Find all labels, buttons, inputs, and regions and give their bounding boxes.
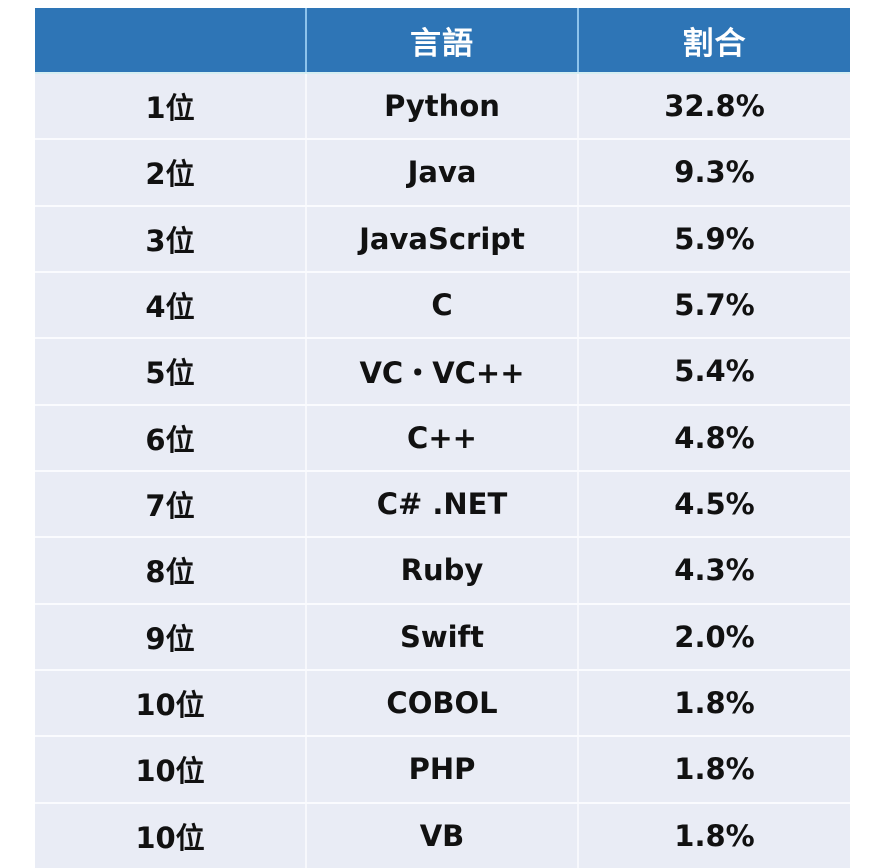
table-row: 8位 Ruby 4.3% <box>35 537 850 605</box>
table-row: 7位 C# .NET 4.5% <box>35 470 850 539</box>
rank-cell: 2位 <box>35 139 307 207</box>
table-row: 6位 C++ 4.8% <box>35 404 850 472</box>
language-ranking-table: 言語 割合 1位 Python 32.8% 2位 Java 9.3% 3位 Ja… <box>35 8 850 868</box>
rank-cell: 10位 <box>35 736 307 804</box>
share-cell: 1.8% <box>578 736 850 804</box>
language-cell: Java <box>306 139 579 207</box>
share-cell: 1.8% <box>578 669 850 738</box>
rank-cell: 10位 <box>35 802 307 868</box>
language-cell: JavaScript <box>306 205 579 273</box>
rank-cell: 10位 <box>35 669 307 738</box>
language-cell: Swift <box>306 603 579 671</box>
language-cell: VC・VC++ <box>306 338 579 406</box>
language-cell: Ruby <box>306 537 579 605</box>
header-rank <box>35 8 307 74</box>
language-cell: VB <box>306 802 579 868</box>
rank-cell: 5位 <box>35 338 307 406</box>
table-row: 5位 VC・VC++ 5.4% <box>35 338 850 406</box>
language-cell: C++ <box>306 404 579 472</box>
table-row: 3位 JavaScript 5.9% <box>35 205 850 273</box>
language-cell: Python <box>306 73 579 141</box>
rank-cell: 8位 <box>35 537 307 605</box>
header-language: 言語 <box>306 8 579 74</box>
share-cell: 5.9% <box>578 205 850 273</box>
table-header: 言語 割合 <box>35 8 850 74</box>
table-row: 10位 PHP 1.8% <box>35 736 850 804</box>
language-cell: C# .NET <box>306 470 579 539</box>
share-cell: 2.0% <box>578 603 850 671</box>
table-row: 2位 Java 9.3% <box>35 139 850 207</box>
rank-cell: 7位 <box>35 470 307 539</box>
table-row: 4位 C 5.7% <box>35 271 850 340</box>
table-body: 1位 Python 32.8% 2位 Java 9.3% 3位 JavaScri… <box>35 73 850 868</box>
share-cell: 32.8% <box>578 73 850 141</box>
share-cell: 1.8% <box>578 802 850 868</box>
language-cell: COBOL <box>306 669 579 738</box>
rank-cell: 6位 <box>35 404 307 472</box>
table-row: 1位 Python 32.8% <box>35 73 850 141</box>
share-cell: 4.8% <box>578 404 850 472</box>
share-cell: 5.4% <box>578 338 850 406</box>
rank-cell: 1位 <box>35 73 307 141</box>
rank-cell: 4位 <box>35 271 307 340</box>
table-row: 10位 COBOL 1.8% <box>35 669 850 738</box>
share-cell: 4.3% <box>578 537 850 605</box>
header-share: 割合 <box>578 8 850 74</box>
share-cell: 5.7% <box>578 271 850 340</box>
language-cell: PHP <box>306 736 579 804</box>
share-cell: 9.3% <box>578 139 850 207</box>
rank-cell: 3位 <box>35 205 307 273</box>
rank-cell: 9位 <box>35 603 307 671</box>
table-row: 9位 Swift 2.0% <box>35 603 850 671</box>
header-row: 言語 割合 <box>35 8 850 74</box>
language-cell: C <box>306 271 579 340</box>
share-cell: 4.5% <box>578 470 850 539</box>
table-row: 10位 VB 1.8% <box>35 802 850 868</box>
